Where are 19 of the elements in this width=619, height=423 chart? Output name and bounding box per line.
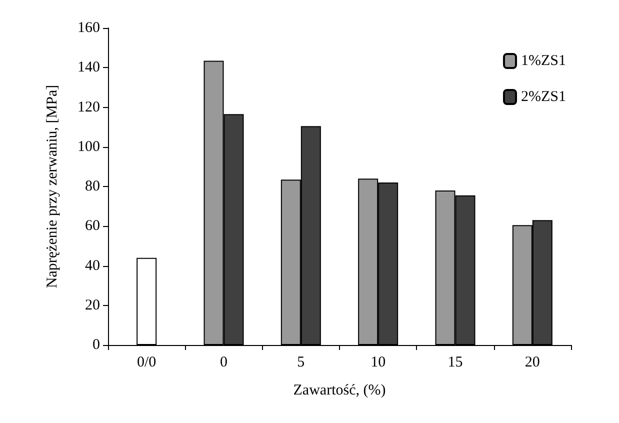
legend-label: 1%ZS1: [521, 53, 566, 69]
y-tick-label: 140: [78, 60, 100, 76]
y-tick-label: 40: [85, 258, 100, 274]
x-tick-label: 20: [524, 354, 540, 370]
y-tick-label: 20: [85, 297, 100, 314]
y-tick-label: 160: [78, 20, 100, 36]
y-tick-label: 80: [85, 178, 100, 194]
x-tick-label: 5: [297, 354, 305, 370]
y-tick-label: 120: [78, 99, 100, 116]
x-tick-label: 15: [448, 354, 463, 370]
x-tick-label: 0/0: [136, 354, 156, 370]
y-tick-label: 100: [78, 138, 100, 155]
x-axis-title: Zawartość, (%): [293, 382, 386, 398]
y-tick-label: 0: [92, 337, 100, 353]
x-tick-label: 10: [370, 354, 386, 370]
legend-label: 2%ZS1: [521, 89, 566, 105]
x-tick-label: 0: [220, 354, 228, 370]
y-tick-label: 60: [85, 218, 100, 234]
y-axis-title: Naprężenie przy zerwaniu, [MPa]: [44, 84, 60, 288]
